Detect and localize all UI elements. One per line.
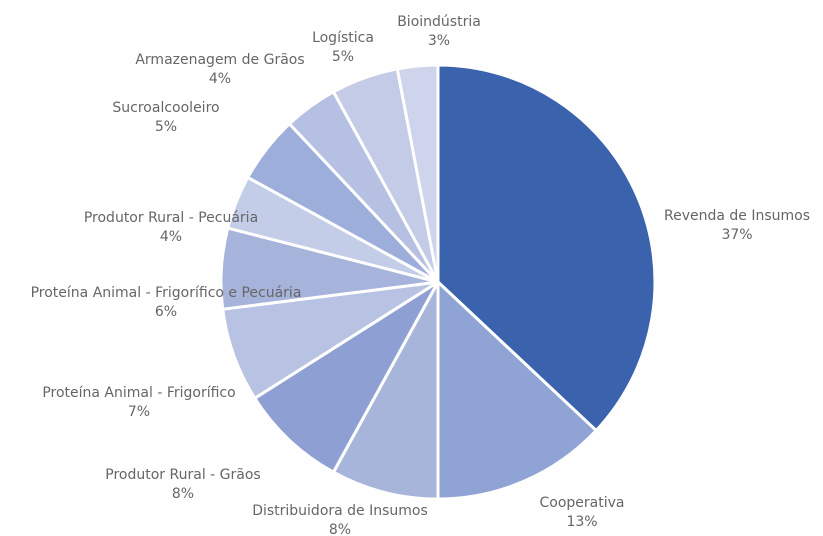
slice-label: Bioindústria xyxy=(397,14,481,30)
slice-value-label: 8% xyxy=(172,486,194,502)
pie-slice xyxy=(252,280,440,475)
slice-label: Proteína Animal - Frigorífico xyxy=(42,385,235,401)
slice-value-label: 8% xyxy=(329,522,351,536)
slice-label: Produtor Rural - Grãos xyxy=(105,467,260,483)
pie-slice xyxy=(436,278,599,501)
slice-label: Distribuidora de Insumos xyxy=(252,503,428,519)
slice-label: Produtor Rural - Pecuária xyxy=(84,210,258,226)
slice-label: Cooperativa xyxy=(540,495,625,511)
pie-slice xyxy=(395,63,440,283)
slice-value-label: 4% xyxy=(209,71,231,87)
slice-value-label: 13% xyxy=(566,514,597,530)
pie-slice xyxy=(331,281,440,501)
slice-value-label: 6% xyxy=(155,304,177,320)
pie-slice xyxy=(436,63,657,433)
slice-value-label: 5% xyxy=(155,119,177,135)
slice-value-label: 5% xyxy=(332,49,354,65)
slice-label: Revenda de Insumos xyxy=(664,208,810,224)
slice-value-label: 37% xyxy=(721,227,752,243)
slice-label: Logística xyxy=(312,30,374,46)
slice-label: Sucroalcooleiro xyxy=(112,100,219,116)
slice-label: Armazenagem de Grãos xyxy=(135,52,304,68)
slice-value-label: 7% xyxy=(128,404,150,420)
slice-value-label: 4% xyxy=(160,229,182,245)
slice-value-label: 3% xyxy=(428,33,450,49)
slice-label: Proteína Animal - Frigorífico e Pecuária xyxy=(31,285,302,301)
